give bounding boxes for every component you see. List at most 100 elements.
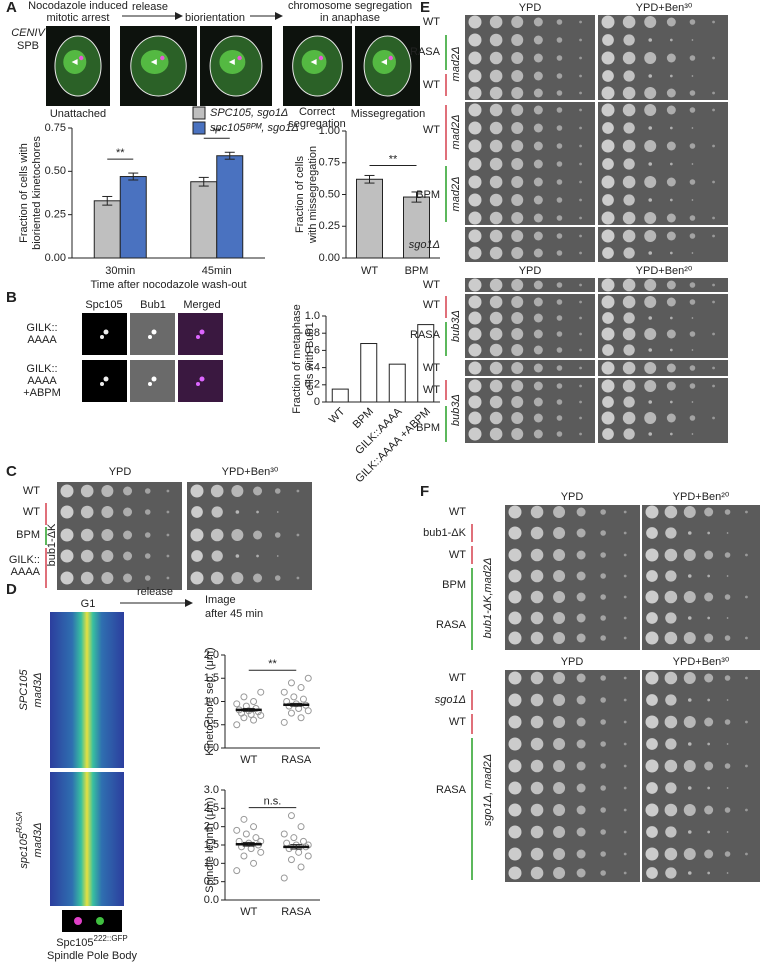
colony-spot: [707, 871, 711, 875]
colony-spot: [644, 52, 657, 64]
colony-spot: [576, 827, 586, 837]
group-label: sgo1Δ, mad2Δ: [482, 754, 494, 826]
colony-spot: [669, 38, 673, 42]
colony-spot: [489, 157, 503, 171]
colony-spot: [511, 344, 524, 356]
bar: [360, 343, 378, 403]
colony-spot: [556, 55, 563, 61]
data-point: [287, 856, 295, 864]
colony-spot: [712, 234, 715, 238]
data-point: [280, 830, 288, 838]
colony-spot: [687, 574, 692, 578]
y-axis-label: with missegregation: [307, 146, 319, 244]
data-point: [250, 716, 258, 724]
colony-spot: [530, 526, 544, 540]
colony-spot: [468, 311, 482, 325]
row-label: AAAA: [11, 566, 41, 578]
arrowhead: [310, 59, 317, 65]
row-label: WT: [23, 485, 40, 497]
y-tick-label: 0.25: [45, 209, 66, 221]
colony-spot: [691, 199, 694, 201]
colony-spot: [724, 807, 731, 813]
group-label: mad2Δ: [450, 177, 462, 212]
colony-spot: [553, 632, 566, 644]
media-label: YPD+Ben²⁰: [673, 491, 730, 503]
colony-spot: [468, 86, 482, 100]
y-tick-label: 0.25: [319, 220, 340, 232]
bar: [388, 363, 406, 403]
colony-spot: [622, 278, 636, 292]
colony-spot: [489, 121, 503, 135]
colony-spot: [579, 108, 582, 112]
y-tick-label: 3.0: [204, 784, 219, 796]
colony-spot: [530, 715, 544, 729]
colony-spot: [553, 867, 566, 879]
colony-spot: [666, 231, 676, 241]
colony-spot: [600, 675, 606, 681]
colony-spot: [468, 411, 482, 425]
y-tick-label: 1.0: [305, 310, 320, 322]
colony-spot: [623, 312, 635, 324]
data-point: [297, 823, 305, 831]
superscript: 222::GFP: [94, 934, 128, 943]
annotation: **: [116, 147, 125, 159]
genotype-label: SPC105: [18, 669, 30, 711]
colony-spot: [556, 73, 563, 79]
colony-spot: [645, 631, 659, 645]
colony-spot: [556, 415, 563, 421]
colony-spot: [489, 361, 503, 375]
colony-spot: [508, 631, 522, 645]
arrowhead: [228, 59, 235, 65]
spb: [160, 55, 165, 61]
colony-spot: [707, 616, 711, 620]
data-point: [280, 874, 288, 882]
x-tick-label: BPM: [351, 406, 376, 431]
column-label: Merged: [183, 299, 220, 311]
colony-spot: [644, 176, 657, 188]
step-label: release: [137, 586, 173, 598]
colony-spot: [669, 74, 673, 78]
colony-spot: [144, 488, 151, 494]
plate: [465, 15, 595, 100]
colony-spot: [533, 141, 543, 151]
colony-spot: [468, 361, 482, 375]
colony-spot: [664, 548, 678, 562]
colony-spot: [648, 400, 653, 404]
colony-spot: [468, 51, 482, 65]
colony-spot: [579, 144, 582, 148]
colony-spot: [530, 781, 544, 795]
colony-spot: [123, 530, 133, 540]
colony-spot: [745, 636, 748, 640]
colony-spot: [553, 694, 566, 706]
colony-spot: [579, 384, 582, 388]
arrowhead: [381, 59, 387, 65]
colony-spot: [210, 571, 224, 585]
colony-spot: [602, 122, 614, 134]
y-tick-label: 2.5: [204, 802, 219, 814]
colony-spot: [576, 507, 586, 517]
colony-spot: [556, 299, 563, 305]
colony-spot: [80, 571, 94, 585]
colony-spot: [623, 830, 627, 834]
colony-spot: [644, 380, 657, 392]
colony-spot: [623, 742, 627, 746]
colony-spot: [508, 505, 522, 519]
colony-spot: [579, 300, 582, 304]
colony-spot: [623, 616, 627, 620]
caption: Correct: [299, 106, 335, 118]
bar: [216, 155, 244, 259]
colony-spot: [60, 549, 74, 563]
colony-spot: [623, 553, 627, 557]
colony-spot: [576, 695, 586, 705]
colony-spot: [622, 361, 636, 375]
data-point: [250, 698, 258, 705]
row-label: WT: [423, 362, 440, 374]
colony-spot: [622, 51, 636, 65]
media-label: YPD+Ben³⁰: [673, 656, 730, 668]
colony-spot: [691, 349, 694, 351]
colony-spot: [669, 348, 673, 352]
channel-label: CENIV: [11, 27, 46, 39]
data-point: [287, 679, 295, 687]
colony-spot: [511, 428, 524, 440]
colony-spot: [623, 428, 635, 440]
